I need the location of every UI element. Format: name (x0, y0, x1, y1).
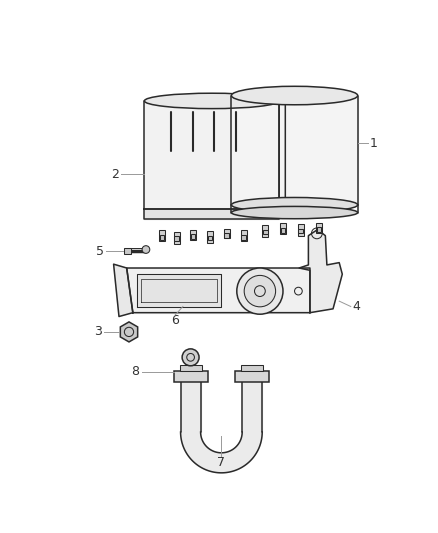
Bar (224, 233, 229, 238)
Text: 2: 2 (111, 167, 119, 181)
Text: 4: 4 (352, 300, 360, 313)
Text: 5: 5 (95, 245, 103, 257)
Circle shape (142, 246, 150, 253)
Bar (240, 230, 247, 241)
Bar (174, 237, 179, 241)
Text: 8: 8 (131, 366, 139, 378)
Ellipse shape (231, 206, 358, 219)
Bar (160, 235, 164, 239)
Polygon shape (299, 230, 342, 313)
Polygon shape (137, 274, 221, 306)
Bar (224, 229, 230, 238)
Ellipse shape (145, 93, 279, 109)
Bar (316, 223, 322, 232)
Bar (180, 365, 201, 371)
Bar (263, 230, 268, 234)
Polygon shape (242, 382, 262, 432)
Polygon shape (279, 95, 285, 209)
Polygon shape (180, 432, 262, 473)
Bar (235, 371, 269, 382)
Bar (298, 229, 303, 233)
Bar (191, 234, 195, 239)
Text: 6: 6 (171, 314, 179, 327)
Bar (173, 371, 208, 382)
Ellipse shape (231, 198, 358, 212)
Circle shape (244, 276, 276, 307)
Polygon shape (145, 101, 279, 209)
Ellipse shape (231, 86, 358, 105)
Circle shape (237, 268, 283, 314)
Polygon shape (127, 268, 310, 313)
Polygon shape (180, 382, 201, 432)
Polygon shape (120, 322, 138, 342)
Text: 3: 3 (94, 326, 102, 338)
Circle shape (182, 349, 199, 366)
Polygon shape (231, 95, 358, 205)
Bar (280, 223, 286, 234)
Bar (298, 224, 304, 236)
Text: 7: 7 (217, 456, 226, 470)
Polygon shape (113, 264, 133, 317)
Bar (262, 225, 268, 237)
Polygon shape (145, 209, 279, 220)
Bar (159, 230, 165, 241)
Bar (207, 231, 213, 243)
Bar (124, 248, 131, 254)
Bar (173, 232, 180, 244)
Bar (317, 227, 321, 232)
Bar (208, 236, 212, 240)
Bar (241, 365, 263, 371)
Bar (281, 228, 285, 232)
Bar (190, 230, 196, 239)
Bar (241, 235, 246, 239)
Text: 1: 1 (370, 137, 378, 150)
